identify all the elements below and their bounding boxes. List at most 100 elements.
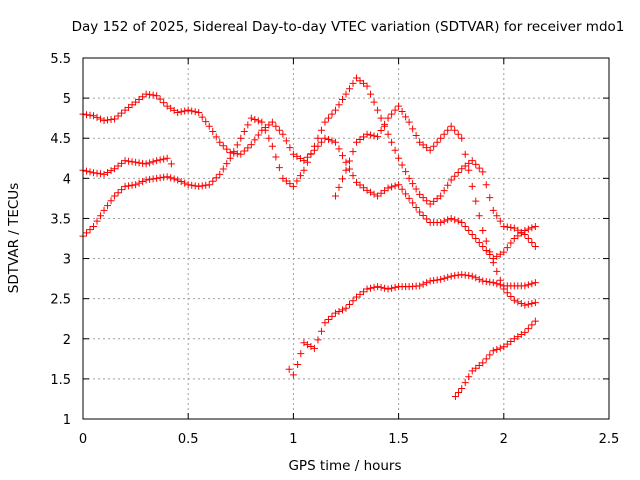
data-point bbox=[317, 126, 325, 134]
data-point bbox=[272, 122, 280, 130]
series-track-e bbox=[285, 271, 539, 379]
data-point bbox=[247, 141, 255, 149]
data-point bbox=[510, 335, 518, 343]
data-point bbox=[111, 165, 119, 173]
data-point bbox=[282, 137, 290, 145]
data-point bbox=[349, 172, 357, 180]
data-point bbox=[107, 116, 115, 124]
data-point bbox=[254, 117, 262, 125]
data-point bbox=[528, 321, 536, 329]
data-point bbox=[321, 319, 329, 327]
data-point bbox=[486, 351, 494, 359]
data-point bbox=[167, 160, 175, 168]
data-point bbox=[374, 106, 382, 114]
data-point bbox=[331, 192, 339, 200]
data-point bbox=[493, 345, 501, 353]
data-point bbox=[384, 184, 392, 192]
data-point bbox=[412, 132, 420, 140]
data-point bbox=[223, 145, 231, 153]
data-point bbox=[251, 136, 259, 144]
data-point bbox=[486, 194, 494, 202]
data-point bbox=[114, 162, 122, 170]
data-point bbox=[447, 214, 455, 222]
y-tick-label: 1 bbox=[63, 413, 71, 428]
data-point bbox=[370, 132, 378, 140]
data-point bbox=[367, 284, 375, 292]
data-point bbox=[198, 182, 206, 190]
data-point bbox=[391, 146, 399, 154]
data-point bbox=[528, 280, 536, 288]
data-point bbox=[461, 162, 469, 170]
data-point bbox=[346, 85, 354, 93]
data-point bbox=[458, 218, 466, 226]
data-point bbox=[125, 157, 133, 165]
data-point bbox=[296, 155, 304, 163]
data-point bbox=[324, 136, 332, 144]
data-point bbox=[419, 212, 427, 220]
data-point bbox=[163, 102, 171, 110]
data-point bbox=[195, 182, 203, 190]
data-point bbox=[303, 341, 311, 349]
data-point bbox=[482, 181, 490, 189]
data-point bbox=[475, 275, 483, 283]
data-point bbox=[440, 187, 448, 195]
data-point bbox=[356, 77, 364, 85]
data-point bbox=[349, 148, 357, 156]
data-point bbox=[181, 107, 189, 115]
data-point bbox=[426, 200, 434, 208]
data-point bbox=[423, 197, 431, 205]
data-point bbox=[461, 271, 469, 279]
data-point bbox=[104, 202, 112, 210]
data-point bbox=[461, 222, 469, 230]
data-point bbox=[454, 168, 462, 176]
data-point bbox=[391, 182, 399, 190]
data-point bbox=[363, 130, 371, 138]
data-point bbox=[496, 217, 504, 225]
data-point bbox=[458, 165, 466, 173]
data-point bbox=[146, 159, 154, 167]
data-point bbox=[90, 112, 98, 120]
data-point bbox=[317, 327, 325, 335]
data-point bbox=[212, 133, 220, 141]
data-point bbox=[90, 222, 98, 230]
data-point bbox=[426, 277, 434, 285]
data-point bbox=[524, 235, 532, 242]
data-point bbox=[489, 259, 497, 267]
data-point bbox=[294, 360, 302, 368]
y-tick-label: 4 bbox=[63, 172, 71, 187]
y-tick-label: 5 bbox=[63, 92, 71, 107]
data-point bbox=[237, 134, 245, 142]
data-point bbox=[472, 274, 480, 282]
grid bbox=[83, 58, 609, 419]
data-point bbox=[202, 181, 210, 189]
data-point bbox=[265, 121, 273, 129]
data-point bbox=[423, 279, 431, 287]
data-point bbox=[479, 359, 487, 367]
data-point bbox=[500, 343, 508, 351]
data-point bbox=[521, 230, 529, 238]
data-point bbox=[531, 243, 539, 251]
data-point bbox=[360, 288, 368, 296]
data-point bbox=[353, 74, 361, 82]
data-point bbox=[139, 178, 147, 186]
data-point bbox=[416, 282, 424, 290]
data-point bbox=[531, 279, 539, 287]
data-point bbox=[247, 114, 255, 122]
data-point bbox=[419, 194, 427, 202]
data-point bbox=[412, 203, 420, 211]
data-point bbox=[240, 147, 248, 155]
data-point bbox=[177, 178, 185, 186]
data-point bbox=[377, 189, 385, 197]
data-point bbox=[310, 344, 318, 352]
data-point bbox=[223, 160, 231, 168]
data-point bbox=[191, 108, 199, 116]
data-point bbox=[219, 142, 227, 150]
data-point bbox=[423, 144, 431, 152]
data-point bbox=[335, 101, 343, 109]
data-point bbox=[300, 339, 308, 347]
data-point bbox=[461, 150, 469, 158]
data-point bbox=[338, 306, 346, 314]
data-point bbox=[440, 274, 448, 282]
data-point bbox=[170, 175, 178, 183]
data-point bbox=[451, 272, 459, 280]
